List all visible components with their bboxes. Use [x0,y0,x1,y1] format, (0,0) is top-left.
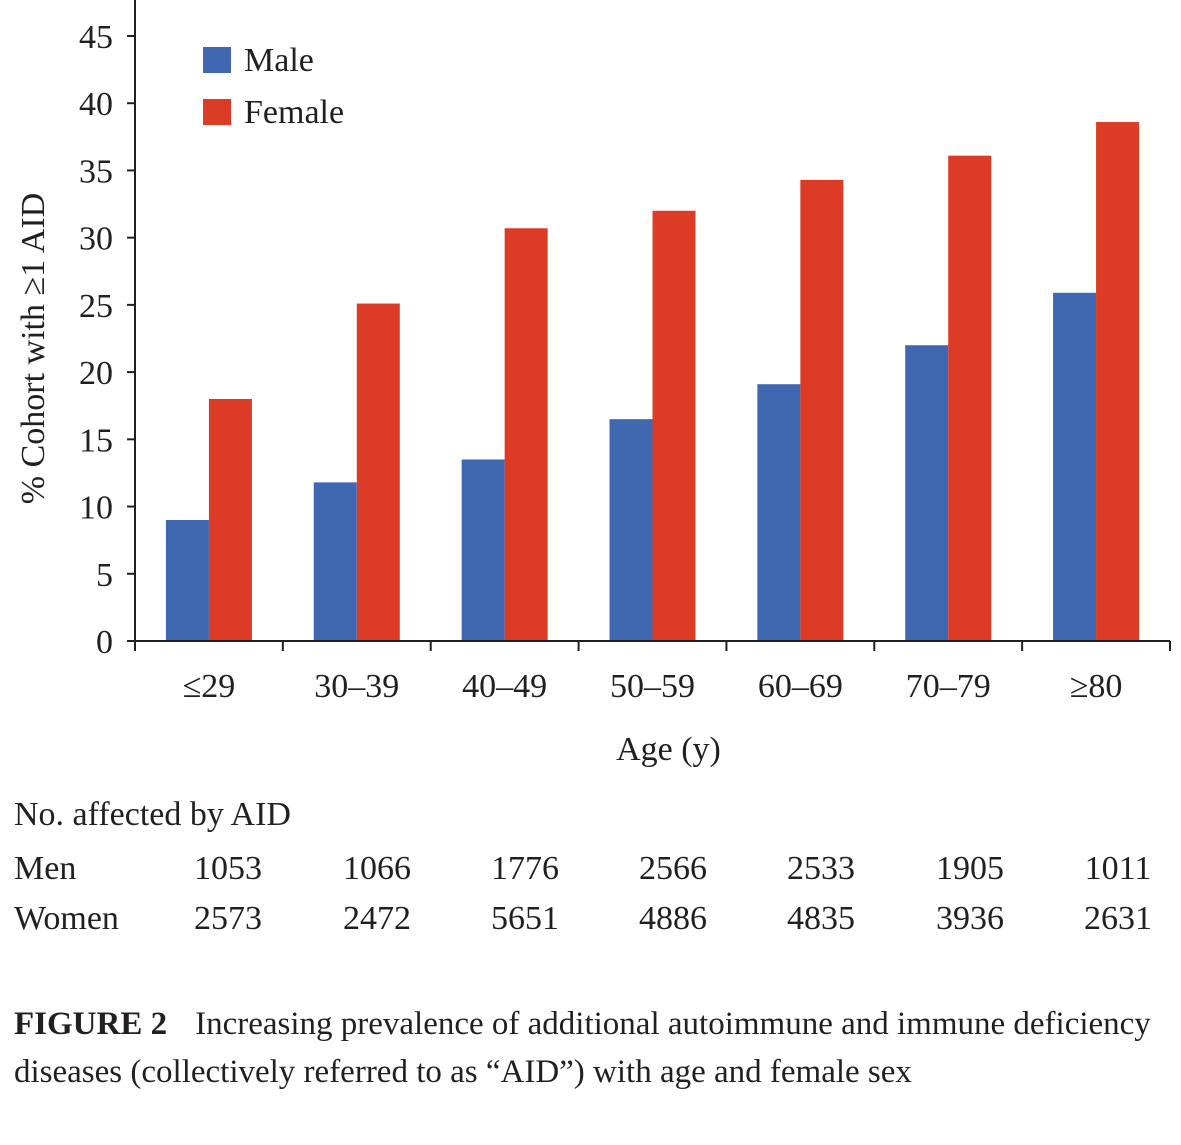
counts-cell: 1011 [1084,850,1152,887]
bar-female-1 [356,303,400,641]
counts-cell: 1066 [343,850,411,887]
x-tick-label: 50–59 [610,668,695,705]
counts-cell: 1053 [194,850,262,887]
figure-label: FIGURE 2 [14,1006,168,1042]
bar-female-5 [948,155,992,641]
bar-female-0 [208,399,252,641]
y-tick-label: 10 [79,490,113,527]
y-tick-label: 30 [79,221,113,258]
counts-row-label: Men [14,850,77,887]
legend-swatch-male [203,47,231,73]
bar-chart: 0 5 10 15 20 25 30 35 40 45 ≤29 30–39 40–49 50–59 60–6… [15,0,1171,768]
y-tick-label: 40 [79,86,113,123]
bar-female-2 [504,228,548,641]
counts-row-men: Men 1053 1066 1776 2566 2533 1905 1011 [14,850,1174,890]
counts-cell: 1776 [491,850,559,887]
x-tick-label: 40–49 [462,668,547,705]
x-tick-label: ≥80 [1070,668,1123,705]
counts-cell: 2573 [194,900,262,937]
bar-female-4 [800,179,844,641]
counts-cell: 5651 [491,900,559,937]
counts-row-label: Women [14,900,119,937]
y-tick-label: 25 [79,288,113,325]
bar-male-3 [609,419,653,641]
counts-cell: 1905 [936,850,1004,887]
bar-male-6 [1053,292,1097,641]
axes-group: 0 5 10 15 20 25 30 35 40 45 ≤29 30–39 40–49 50–59 60–6… [15,0,1171,768]
counts-cell: 4886 [639,900,707,937]
figure-caption-text: Increasing prevalence of additional auto… [14,1006,1151,1090]
bar-male-2 [461,459,505,641]
bars-group [165,122,1140,642]
bar-male-0 [165,520,209,641]
counts-cell: 4835 [787,900,855,937]
x-tick-label: 30–39 [314,668,399,705]
y-tick-label: 35 [79,153,113,190]
legend-label-female: Female [244,94,344,131]
counts-cell: 2566 [639,850,707,887]
legend: Male Female [203,42,344,131]
counts-table-title: No. affected by AID [14,796,291,833]
legend-swatch-female [203,99,231,125]
y-tick-label: 0 [96,624,113,661]
bar-female-3 [652,210,696,641]
bar-male-4 [757,384,801,641]
y-tick-label: 15 [79,422,113,459]
counts-row-women: Women 2573 2472 5651 4886 4835 3936 2631 [14,900,1174,940]
counts-cell: 2472 [343,900,411,937]
x-tick-label: 60–69 [758,668,843,705]
legend-label-male: Male [244,42,314,79]
counts-cell: 3936 [936,900,1004,937]
x-axis-title: Age (y) [616,731,721,768]
figure-caption: FIGURE 2 Increasing prevalence of additio… [14,1000,1164,1096]
counts-cell: 2533 [787,850,855,887]
x-tick-label: 70–79 [906,668,991,705]
counts-cell: 2631 [1084,900,1152,937]
y-tick-label: 45 [79,19,113,56]
bar-male-1 [313,482,357,641]
y-tick-label: 20 [79,355,113,392]
y-axis-title: % Cohort with ≥1 AID [15,193,52,504]
bar-female-6 [1096,122,1140,642]
bar-male-5 [905,345,949,641]
y-tick-label: 5 [96,557,113,594]
x-tick-label: ≤29 [183,668,236,705]
